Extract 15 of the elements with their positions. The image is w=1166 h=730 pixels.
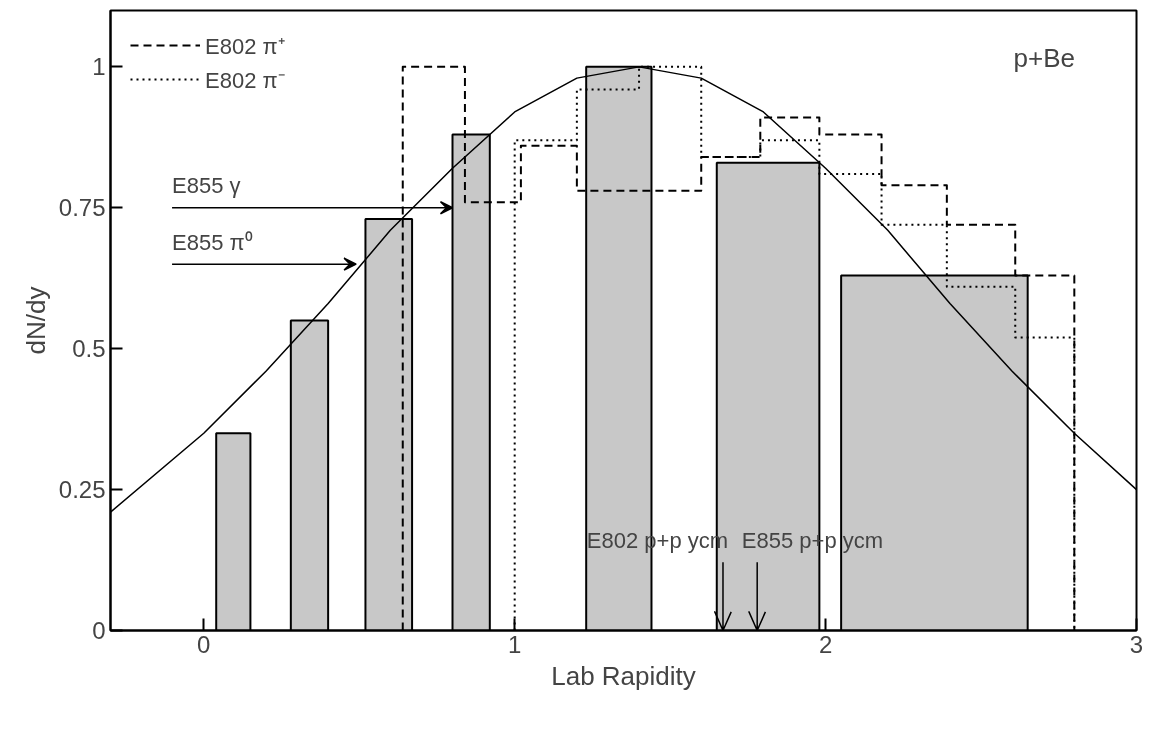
annotation: p+Be xyxy=(1013,42,1075,73)
annotation: E855 π⁰ xyxy=(172,229,253,255)
x-tick-label: 0 xyxy=(197,630,211,658)
y-axis-title: dN/dy xyxy=(20,286,51,355)
annotation: E855 γ xyxy=(172,173,241,199)
legend-label: E802 π⁻ xyxy=(205,67,285,94)
legend-label: E802 π⁺ xyxy=(205,33,285,60)
x-tick-label: 3 xyxy=(1129,630,1144,658)
y-tick-label: 0.25 xyxy=(58,476,106,504)
y-tick-label: 0.75 xyxy=(58,194,106,222)
x-tick-label: 1 xyxy=(508,630,522,658)
y-tick-label: 1 xyxy=(92,53,106,81)
x-tick-label: 2 xyxy=(818,630,833,658)
y-tick-label: 0.5 xyxy=(72,335,106,363)
x-axis-title: Lab Rapidity xyxy=(551,660,696,691)
